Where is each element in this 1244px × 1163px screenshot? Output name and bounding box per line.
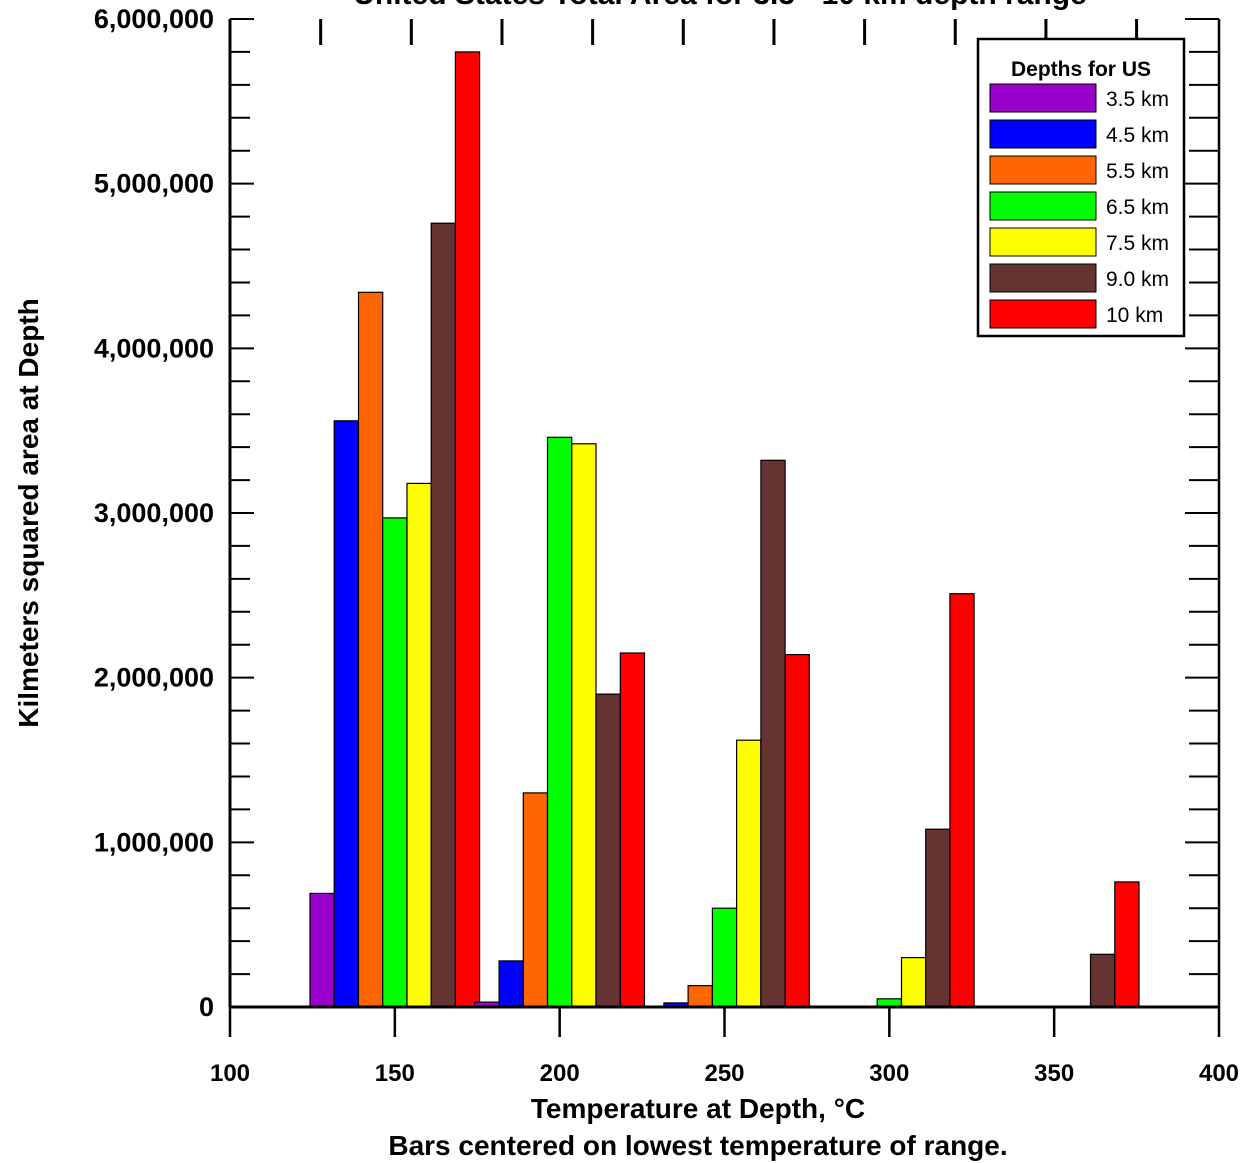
x-tick-label: 200 [540,1060,580,1087]
legend-title: Depths for US [1011,58,1151,81]
y-tick-label: 5,000,000 [94,169,214,199]
legend-label: 10 km [1106,304,1163,327]
bar-10-km-at-300 [949,593,975,1008]
bar-6-5-km-at-200 [546,436,573,1008]
chart-title: United States Total Area for 3.5 - 10 km… [353,0,1087,11]
bar-7-5-km-at-200 [571,443,597,1008]
x-axis-note: Bars centered on lowest temperature of r… [388,1130,1007,1161]
bar-9-0-km-at-250 [760,459,786,1008]
bar-9-0-km-at-150 [430,222,457,1008]
bar-9-0-km-at-300 [925,828,951,1008]
legend: Depths for US 3.5 km 4.5 km 5.5 km 6.5 km 7.… [976,37,1186,338]
legend-label: 5.5 km [1106,160,1169,183]
bar-6-5-km-at-250 [711,907,738,1008]
y-tick-label: 4,000,000 [94,333,214,363]
bar-6-5-km-at-150 [382,517,408,1008]
legend-label: 7.5 km [1106,232,1169,255]
bar-3-5-km-at-150 [309,892,335,1008]
legend-swatch [989,191,1097,221]
bar-4-5-km-at-150 [333,420,360,1008]
bar-7-5-km-at-250 [735,739,762,1008]
y-tick-label: 0 [199,992,214,1022]
y-tick-label: 6,000,000 [94,4,214,34]
legend-swatch [989,263,1097,293]
bar-5-5-km-at-250 [687,984,713,1008]
y-tick-label: 3,000,000 [94,498,214,528]
legend-swatch [989,227,1097,257]
x-tick-label: 100 [210,1060,250,1087]
bar-group [309,51,1140,1008]
bar-7-5-km-at-150 [406,482,432,1008]
legend-swatch [989,155,1097,185]
bar-10-km-at-150 [454,51,481,1008]
legend-label: 6.5 km [1106,196,1169,219]
x-tick-label: 400 [1199,1060,1239,1087]
x-axis-label: Temperature at Depth, °C [531,1093,865,1124]
bar-10-km-at-350 [1114,881,1140,1008]
legend-swatch [989,299,1097,329]
bar-10-km-at-200 [619,652,646,1008]
legend-swatch [989,119,1097,149]
y-tick-label: 1,000,000 [94,827,214,857]
legend-label: 9.0 km [1106,268,1169,291]
y-tick-label: 2,000,000 [94,663,214,693]
bar-7-5-km-at-300 [900,956,927,1008]
bar-9-0-km-at-200 [595,693,621,1008]
x-tick-label: 150 [375,1060,415,1087]
bar-10-km-at-250 [784,653,810,1008]
y-axis-label: Kilmeters squared area at Depth [13,298,44,728]
legend-items: 3.5 km 4.5 km 5.5 km 6.5 km 7.5 km 9.0 km 10 k… [989,83,1169,329]
bar-5-5-km-at-200 [522,792,549,1008]
legend-swatch [989,83,1097,113]
x-tick-label: 250 [704,1060,744,1087]
ticks: 0 1,000,000 2,000,000 3,000,000 4,000,000 5,0… [94,4,1239,1087]
bar-5-5-km-at-150 [357,291,384,1008]
x-tick-label: 300 [869,1060,909,1087]
legend-label: 4.5 km [1106,124,1169,147]
legend-label: 3.5 km [1106,88,1169,111]
x-tick-label: 350 [1034,1060,1074,1087]
bar-4-5-km-at-200 [498,960,524,1008]
bar-9-0-km-at-350 [1089,953,1116,1008]
